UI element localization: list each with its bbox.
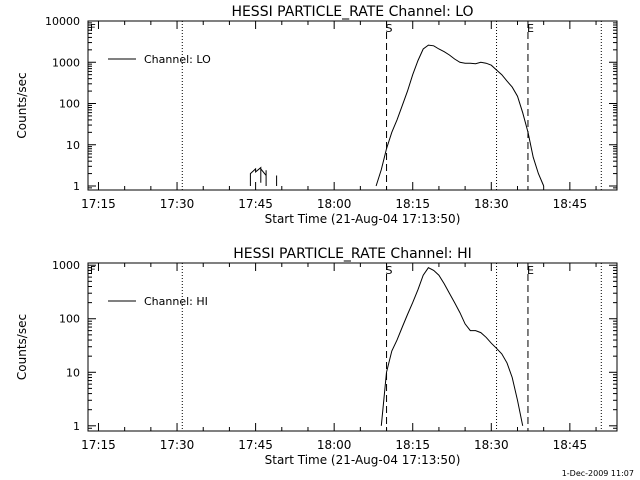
corner-label: F: [90, 23, 96, 34]
x-tick-label: 18:15: [395, 438, 430, 452]
plot-frame: [87, 20, 618, 191]
series-line-0-segment-0: [380, 267, 524, 426]
x-tick-label: 17:15: [81, 197, 116, 211]
x-tick-label: 18:30: [474, 438, 509, 452]
legend-label: Channel: HI: [144, 295, 208, 308]
y-axis: 1 10 100 1000: [52, 259, 617, 433]
y-axis: 1 10 100 1000 10000: [45, 15, 617, 193]
vline-label-S: S: [386, 22, 393, 35]
chart-title: HESSI PARTICLE_RATE Channel: LO: [231, 4, 473, 20]
chart-title: HESSI PARTICLE_RATE Channel: HI: [233, 246, 471, 262]
chart-panel-1: HESSI PARTICLE_RATE Channel: HI 1 10 100 100…: [15, 246, 618, 467]
x-tick-label: 18:00: [317, 197, 352, 211]
y-axis-label: Counts/sec: [15, 314, 29, 380]
legend-label: Channel: LO: [144, 53, 211, 66]
y-tick-label: 1: [73, 180, 80, 193]
vline-label-S: S: [386, 264, 393, 277]
x-axis-label: Start Time (21-Aug-04 17:13:50): [265, 453, 461, 467]
x-tick-label: 17:30: [160, 438, 195, 452]
y-tick-label: 1000: [52, 56, 80, 69]
x-axis-label: Start Time (21-Aug-04 17:13:50): [265, 212, 461, 226]
y-axis-label: Counts/sec: [15, 72, 29, 138]
corner-label: F: [90, 265, 96, 276]
x-tick-label: 17:45: [238, 438, 273, 452]
x-tick-label: 17:30: [160, 197, 195, 211]
x-tick-label: 18:00: [317, 438, 352, 452]
x-tick-label: 17:15: [81, 438, 116, 452]
y-tick-label: 1000: [52, 259, 80, 272]
y-tick-label: 10: [66, 366, 80, 379]
x-axis: 17:15 17:30 17:45 18:00 18:15 18:30 18:45: [81, 263, 597, 452]
y-tick-label: 10: [66, 139, 80, 152]
chart-panel-0: HESSI PARTICLE_RATE Channel: LO 1 10 100 100…: [15, 4, 618, 226]
y-tick-label: 100: [59, 98, 80, 111]
plot-frame: [87, 262, 618, 432]
x-tick-label: 17:45: [238, 197, 273, 211]
x-tick-label: 18:45: [553, 438, 588, 452]
vline-label-E: E: [527, 264, 534, 277]
series-line-0-segment-2: [375, 44, 545, 187]
y-tick-label: 10000: [45, 15, 80, 28]
x-tick-label: 18:45: [553, 197, 588, 211]
y-tick-label: 1: [73, 420, 80, 433]
vline-label-E: E: [527, 22, 534, 35]
x-tick-label: 18:15: [395, 197, 430, 211]
y-tick-label: 100: [59, 313, 80, 326]
x-tick-label: 18:30: [474, 197, 509, 211]
series-line-0-segment-0: [249, 166, 267, 186]
timestamp: 1-Dec-2009 11:07: [561, 469, 634, 478]
x-axis: 17:15 17:30 17:45 18:00 18:15 18:30 18:45: [81, 21, 597, 211]
